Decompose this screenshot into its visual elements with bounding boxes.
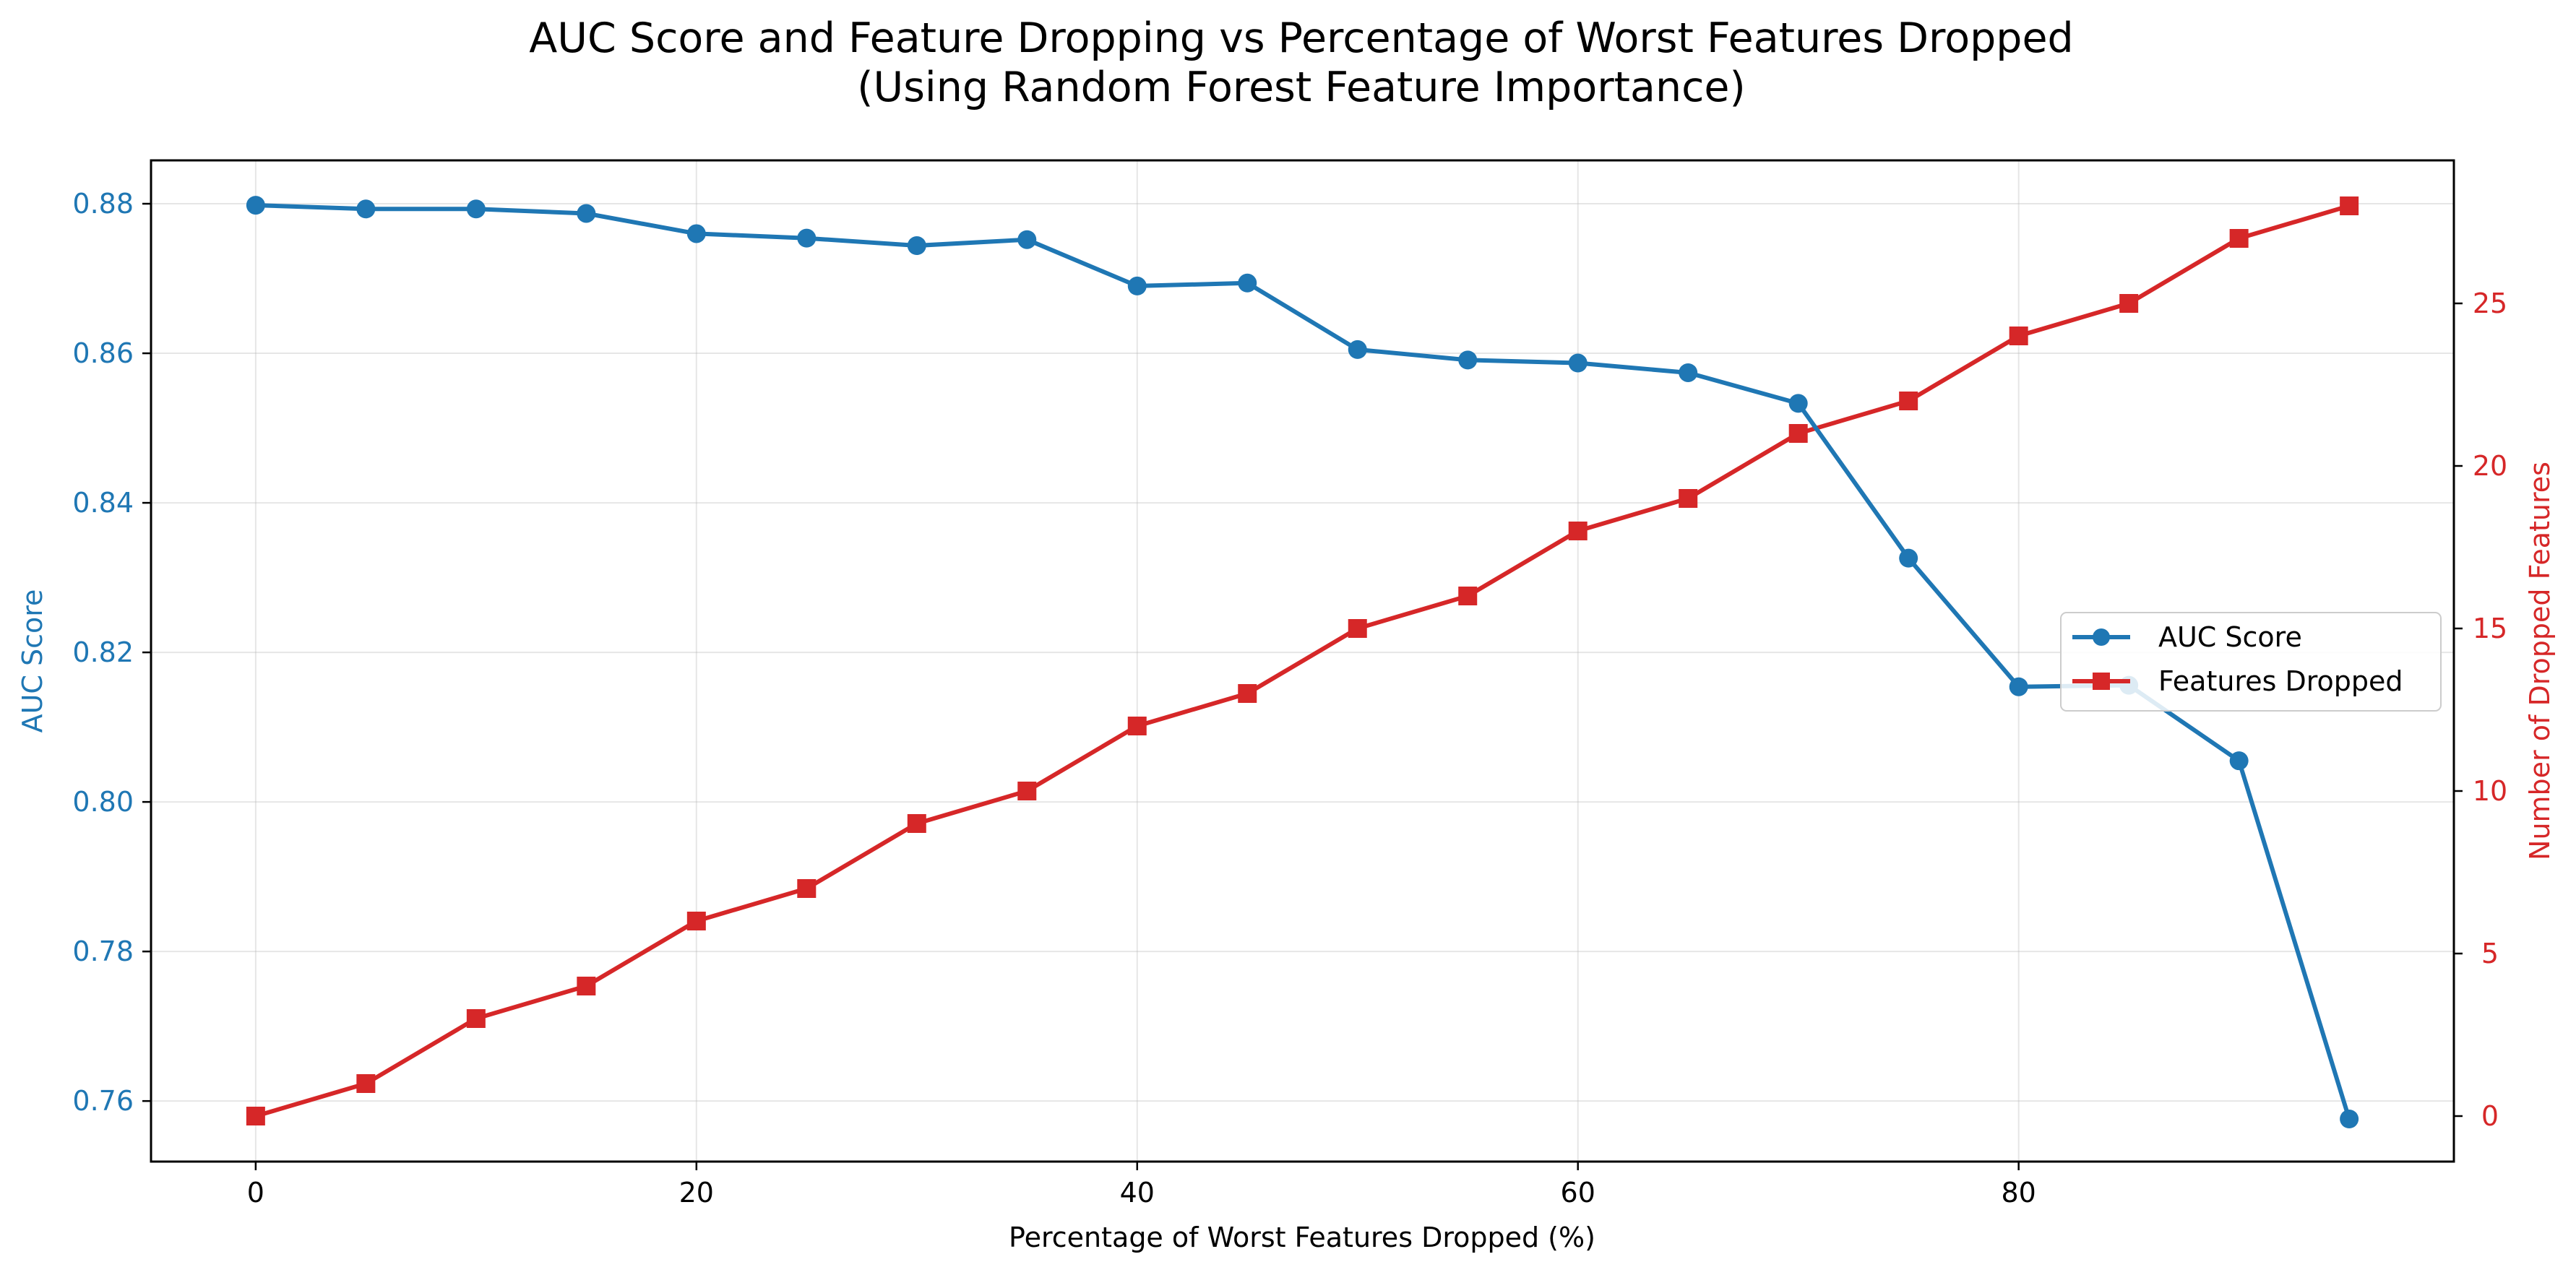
x-axis: 0 20 40 60 80	[247, 1162, 2036, 1209]
auc-score-point	[1017, 230, 1037, 249]
features-dropped-point	[907, 814, 926, 833]
y-left-tick-label: 0.82	[72, 636, 134, 668]
chart-title: AUC Score and Feature Dropping vs Percen…	[529, 14, 2073, 62]
x-tick-label: 60	[1561, 1177, 1595, 1209]
features-dropped-point	[2119, 294, 2139, 313]
auc-score-point	[2340, 1109, 2359, 1128]
legend-box	[2060, 612, 2442, 712]
auc-score-point	[907, 236, 926, 256]
features-dropped-point	[1679, 489, 1698, 508]
features-dropped-point	[2340, 196, 2359, 215]
plot-frame	[150, 159, 2455, 1163]
features-dropped-point	[686, 912, 706, 930]
auc-score-point	[1127, 276, 1147, 295]
y-right-axis-label: Number of Dropped Features	[2524, 462, 2556, 860]
x-tick-label: 80	[2001, 1177, 2036, 1209]
auc-score-point	[246, 196, 265, 215]
legend-features-marker	[2093, 673, 2110, 690]
y-left-axis: 0.76 0.78 0.80 0.82 0.84 0.86 0.88	[72, 188, 151, 1117]
y-right-tick-label: 0	[2481, 1100, 2499, 1132]
features-dropped-point	[466, 1009, 486, 1028]
auc-score-point	[2229, 751, 2249, 771]
y-right-axis: 0 5 10 15 20 25	[2454, 288, 2507, 1132]
features-dropped-point	[1788, 424, 1808, 443]
y-left-tick-label: 0.84	[72, 487, 134, 519]
chart-subtitle: (Using Random Forest Feature Importance)	[857, 64, 1745, 111]
auc-score-point	[686, 224, 706, 243]
features-dropped-point	[1017, 782, 1037, 800]
y-right-tick-label: 15	[2473, 613, 2507, 644]
y-right-tick-label: 20	[2473, 450, 2507, 482]
y-left-tick-label: 0.88	[72, 188, 134, 220]
features-dropped-point	[797, 879, 817, 898]
auc-score-point	[1679, 363, 1698, 382]
auc-score-point	[466, 199, 486, 219]
x-tick-label: 40	[1120, 1177, 1155, 1209]
legend: AUC Score Features Dropped	[2060, 612, 2442, 712]
series-layer	[246, 196, 2359, 1128]
auc-score-point	[1899, 548, 1918, 568]
features-dropped-point	[1568, 522, 1588, 540]
auc-score-point	[1568, 353, 1588, 373]
features-dropped-line	[253, 204, 2352, 1118]
auc-score-point	[577, 204, 596, 223]
y-left-tick-label: 0.76	[72, 1085, 134, 1117]
features-dropped-point	[1458, 587, 1478, 605]
features-dropped-point	[1899, 392, 1918, 410]
features-dropped-series	[246, 196, 2359, 1125]
auc-score-point	[356, 199, 376, 219]
features-dropped-point	[2229, 229, 2249, 248]
features-dropped-point	[1127, 717, 1147, 735]
features-dropped-point	[577, 977, 596, 995]
auc-score-point	[1458, 350, 1478, 370]
legend-auc-marker	[2093, 628, 2110, 646]
auc-score-series	[246, 196, 2359, 1128]
legend-features-label: Features Dropped	[2158, 665, 2403, 697]
y-right-tick-label: 10	[2473, 775, 2507, 807]
x-tick-label: 20	[679, 1177, 714, 1209]
x-tick-label: 0	[247, 1177, 264, 1209]
auc-score-point	[2009, 677, 2028, 696]
auc-score-point	[1788, 394, 1808, 413]
y-left-tick-label: 0.80	[72, 786, 134, 818]
legend-auc-label: AUC Score	[2158, 621, 2302, 653]
auc-score-point	[1238, 273, 1257, 293]
y-left-tick-label: 0.86	[72, 337, 134, 369]
features-dropped-point	[2009, 327, 2028, 345]
y-left-axis-label: AUC Score	[17, 589, 48, 733]
y-left-tick-label: 0.78	[72, 935, 134, 967]
features-dropped-point	[356, 1074, 376, 1093]
auc-score-point	[1348, 340, 1367, 359]
y-right-tick-label: 5	[2481, 938, 2499, 969]
x-axis-label: Percentage of Worst Features Dropped (%)	[1009, 1222, 1595, 1253]
auc-score-line	[253, 203, 2352, 1121]
auc-score-point	[797, 228, 817, 248]
features-dropped-point	[246, 1107, 265, 1125]
features-dropped-point	[1238, 684, 1257, 703]
y-right-tick-label: 25	[2473, 288, 2507, 319]
features-dropped-point	[1348, 619, 1367, 638]
